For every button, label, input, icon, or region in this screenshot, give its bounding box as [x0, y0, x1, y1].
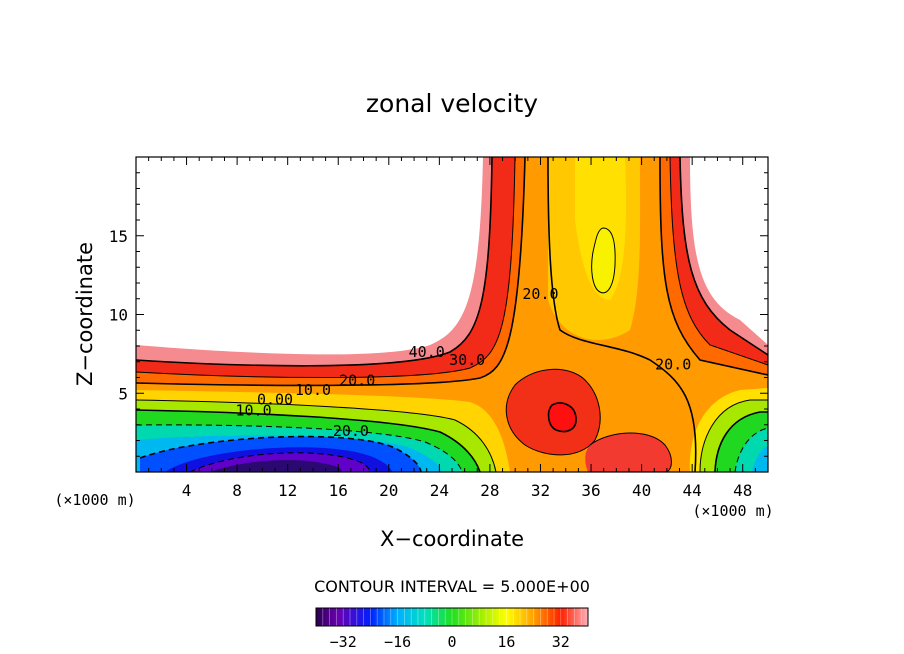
x-tick-label: 16 [329, 481, 348, 500]
colorbar-tick-label: 0 [447, 633, 456, 651]
x-tick-label: 28 [480, 481, 499, 500]
colorbar: −32 −16 0 16 32 [315, 607, 589, 651]
contour-40 [136, 157, 493, 367]
red-blob-bottom [585, 432, 672, 472]
colorbar-frame [315, 607, 589, 627]
max-core [591, 228, 616, 293]
contour-max [591, 227, 616, 294]
contour-20-mid [547, 157, 697, 472]
contour-interval: CONTOUR INTERVAL = 5.000E+00 [314, 577, 590, 596]
colorbar-ticks: −32 −16 0 16 32 [330, 633, 570, 651]
contour-0 [136, 409, 481, 472]
x-axis-label: X−coordinate [380, 527, 524, 551]
colorbar-segments [322, 608, 582, 626]
contour-lines [136, 157, 768, 472]
x-tick-label: 48 [733, 481, 752, 500]
contour-label: 20.0 [522, 285, 558, 303]
band-right-cyan [752, 446, 768, 472]
colorbar-tick-label: −32 [330, 633, 357, 651]
x-tick-label: 12 [278, 481, 297, 500]
chart-title: zonal velocity [366, 89, 538, 118]
y-tick-label: 5 [118, 384, 128, 403]
x-tick-label: 32 [531, 481, 550, 500]
colorbar-tick-label: 16 [497, 633, 515, 651]
contour-20-right [659, 157, 768, 376]
contour-right-0 [714, 411, 768, 472]
contour-label: 10.0 [295, 381, 331, 399]
contour-label: 20.0 [655, 356, 691, 374]
y-axis: 5 10 15 [109, 172, 768, 457]
x-unit-right: (×1000 m) [692, 502, 773, 520]
contour-label: 40.0 [409, 343, 445, 361]
x-unit-left: (×1000 m) [54, 491, 135, 509]
contour-neg10 [136, 424, 463, 472]
x-axis: 4 8 12 16 20 24 28 32 36 40 44 48 [148, 157, 756, 500]
y-tick-label: 10 [109, 306, 128, 325]
colorbar-tick-label: 32 [552, 633, 570, 651]
contour-label: 30.0 [449, 351, 485, 369]
contour-20-left [136, 157, 526, 387]
contour-label: 10.0 [235, 401, 271, 419]
contour-35-bottom [589, 432, 672, 472]
x-tick-label: 4 [182, 481, 192, 500]
band-purple-core [210, 460, 342, 472]
y-axis-label: Z−coordinate [73, 242, 97, 386]
contour-25-center [505, 368, 601, 456]
contour-label: 0.00 [257, 390, 293, 408]
contour-35-core [547, 402, 577, 433]
colorbar-tick-label: −16 [384, 633, 411, 651]
contour-30-right [669, 157, 768, 366]
contour-label: 20.0 [339, 371, 375, 389]
contour-right-neg10 [734, 427, 768, 472]
x-tick-label: 8 [232, 481, 242, 500]
x-tick-label: 40 [632, 481, 651, 500]
contour-30 [136, 157, 516, 378]
x-tick-label: 24 [430, 481, 449, 500]
x-tick-label: 20 [379, 481, 398, 500]
contour-label: 20.0 [333, 422, 369, 440]
x-tick-label: 36 [581, 481, 600, 500]
contour-right-10 [699, 399, 768, 472]
contour-40-right [679, 157, 768, 356]
contour-neg20 [139, 435, 422, 472]
contour-field [136, 157, 768, 472]
x-tick-label: 44 [683, 481, 702, 500]
red-blob-core [548, 403, 577, 432]
y-tick-label: 15 [109, 227, 128, 246]
contour-neg30 [189, 452, 371, 472]
colorbar-fill [316, 608, 588, 626]
contour-10 [136, 399, 497, 472]
